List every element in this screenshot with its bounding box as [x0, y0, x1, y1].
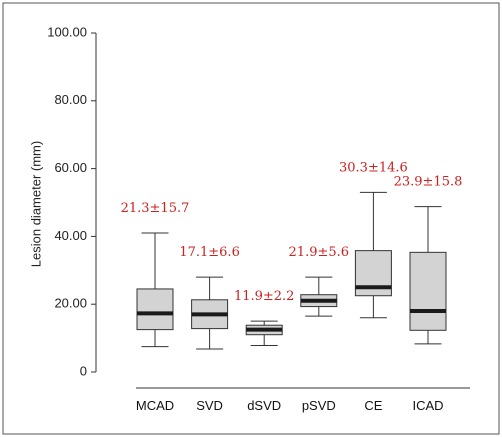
x-category-label: ICAD: [412, 398, 443, 413]
mean-sd-annotation: 30.3±14.6: [339, 160, 408, 175]
box-group: [136, 232, 174, 348]
box-group: [245, 320, 283, 347]
box-group: [300, 276, 338, 317]
y-tick-label: 0: [80, 363, 87, 378]
x-category-label: pSVD: [302, 398, 336, 413]
x-category-label: dSVD: [247, 398, 281, 413]
iqr-box: [409, 251, 447, 331]
y-tick-label: 100.00: [47, 24, 87, 39]
x-category-label: SVD: [196, 398, 223, 413]
y-axis-title: Lesion diameter (mm): [28, 141, 43, 267]
y-tick-label: 20.00: [54, 296, 87, 311]
mean-sd-annotation: 23.9±15.8: [394, 175, 463, 190]
iqr-box: [136, 288, 174, 331]
box-group: [354, 191, 392, 319]
mean-sd-annotation: 21.3±15.7: [121, 201, 190, 216]
mean-sd-annotation: 21.9±5.6: [289, 245, 350, 260]
box-group: [409, 206, 447, 345]
mean-sd-annotation: 11.9±2.2: [234, 289, 295, 304]
mean-sd-annotation: 17.1±6.6: [179, 245, 240, 260]
y-tick-label: 60.00: [54, 160, 87, 175]
box-group: [191, 276, 229, 350]
x-category-label: MCAD: [136, 398, 174, 413]
y-tick-label: 40.00: [54, 228, 87, 243]
y-tick-label: 80.00: [54, 92, 87, 107]
x-category-label: CE: [364, 398, 382, 413]
